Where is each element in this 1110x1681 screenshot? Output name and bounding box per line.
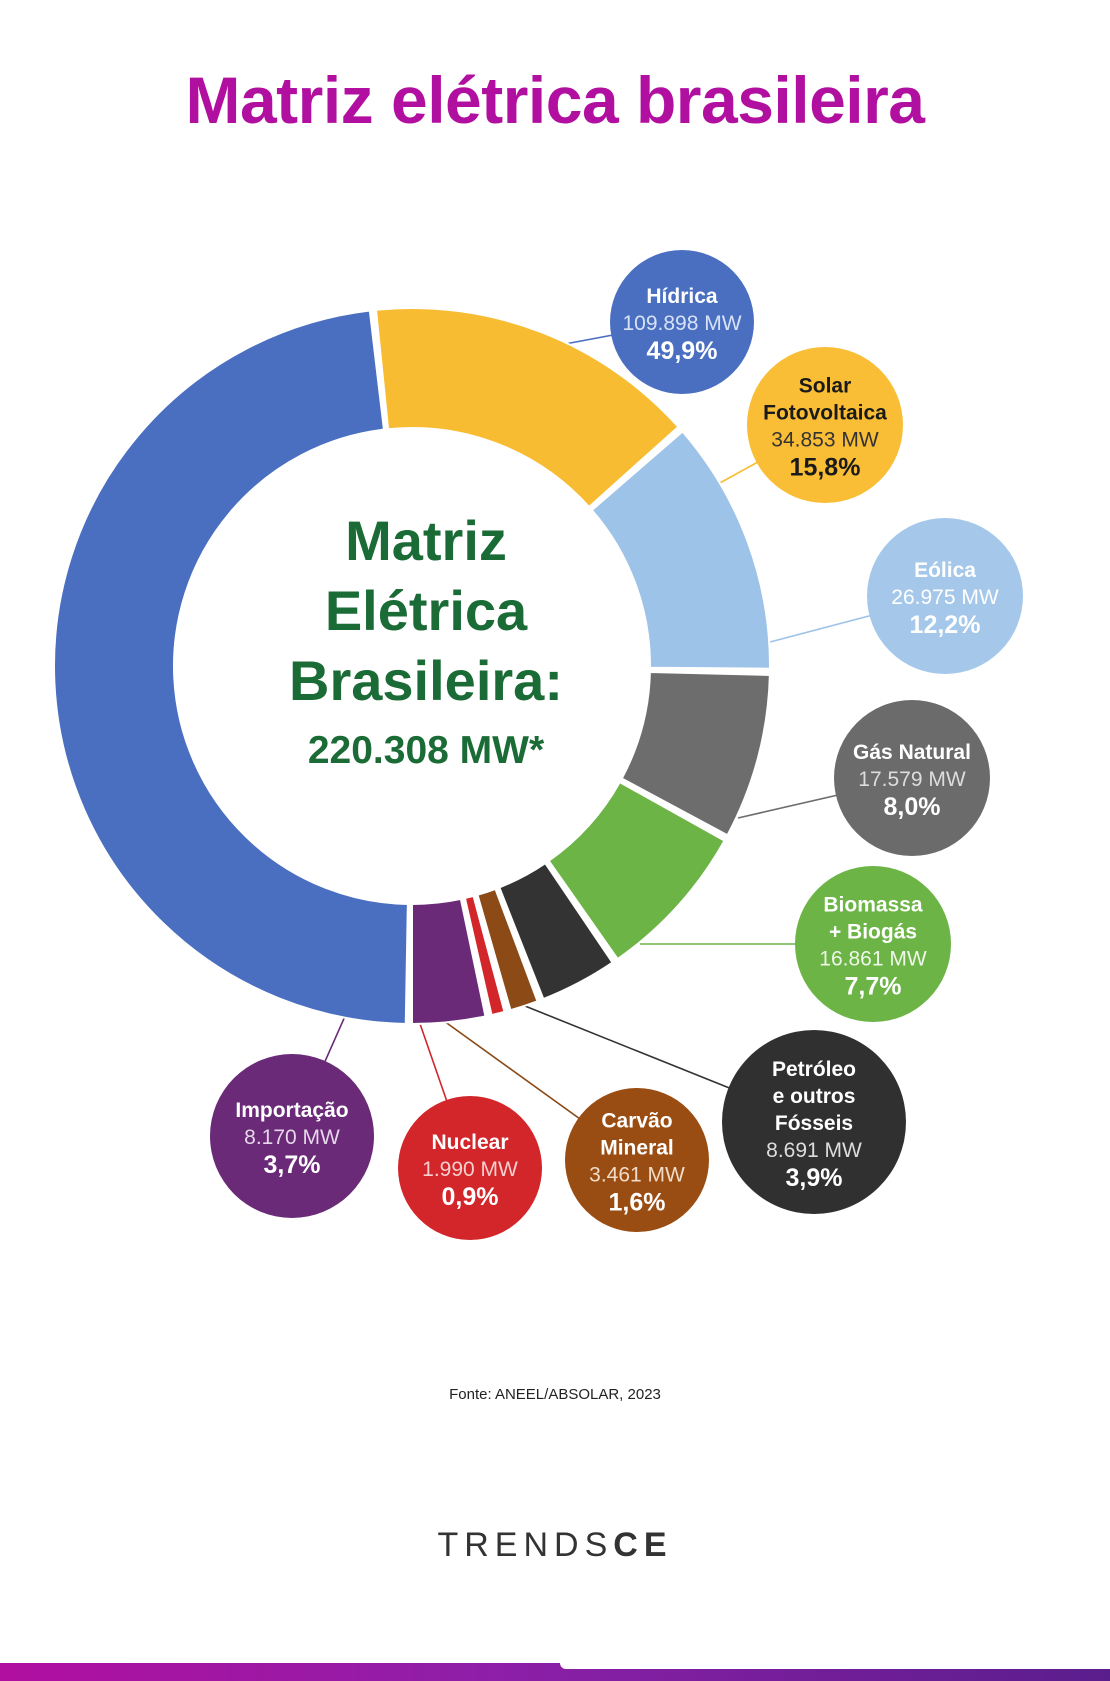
label-name-5-2: + Biogás [829, 921, 917, 944]
center-title-line-3: Brasileira: [289, 649, 563, 712]
footer-bar-notch [560, 1663, 1110, 1669]
label-bubble-circle-2 [747, 347, 903, 503]
label-name-7-1: Carvão [601, 1110, 672, 1133]
label-mw-6: 8.691 MW [766, 1139, 862, 1162]
label-mw-3: 26.975 MW [891, 586, 999, 609]
label-bubble-circle-1 [610, 250, 754, 394]
donut-slices [53, 307, 771, 1026]
donut-slice-9 [411, 897, 487, 1026]
label-mw-8: 1.990 MW [422, 1158, 518, 1181]
brand-logo-part2: CE [613, 1526, 673, 1564]
donut-slice-3 [590, 430, 771, 670]
label-pct-6: 3,9% [786, 1164, 843, 1192]
label-mw-2: 34.853 MW [771, 429, 879, 452]
brand-logo-part1: TRENDS [437, 1526, 614, 1564]
label-bubble-circle-6 [722, 1030, 906, 1214]
label-name-6-2: e outros [773, 1085, 856, 1108]
label-pct-9: 3,7% [264, 1151, 321, 1179]
label-bubble-6: Petróleo e outros Fósseis 8.691 MW3,9% [722, 1030, 906, 1214]
donut-slice-6 [498, 861, 614, 1001]
label-name-2-2: Fotovoltaica [763, 402, 887, 425]
label-bubble-circle-3 [867, 518, 1023, 674]
label-bubble-circle-8 [398, 1096, 542, 1240]
label-bubble-4: Gás Natural 17.579 MW8,0% [834, 700, 990, 856]
label-mw-9: 8.170 MW [244, 1126, 340, 1149]
label-bubble-circle-4 [834, 700, 990, 856]
label-name-4-1: Gás Natural [853, 741, 971, 764]
center-title-line-2: Elétrica [325, 579, 528, 642]
label-pct-8: 0,9% [442, 1183, 499, 1211]
label-mw-4: 17.579 MW [858, 768, 966, 791]
label-mw-7: 3.461 MW [589, 1164, 685, 1187]
label-pct-2: 15,8% [790, 454, 861, 482]
label-name-6-1: Petróleo [772, 1058, 856, 1081]
donut-slice-1 [53, 309, 409, 1025]
label-name-8-1: Nuclear [431, 1131, 508, 1154]
label-pct-4: 8,0% [884, 793, 941, 821]
label-mw-5: 16.861 MW [819, 948, 927, 971]
label-bubble-9: Importação 8.170 MW3,7% [210, 1054, 374, 1218]
label-mw-1: 109.898 MW [622, 312, 741, 335]
label-name-6-3: Fósseis [775, 1112, 853, 1135]
donut-slice-2 [374, 307, 680, 509]
label-bubble-circle-7 [565, 1088, 709, 1232]
label-name-2-1: Solar [799, 375, 852, 398]
label-bubble-7: Carvão Mineral 3.461 MW1,6% [565, 1088, 709, 1232]
brand-logo: TRENDSCE [0, 1526, 1110, 1565]
label-pct-7: 1,6% [609, 1189, 666, 1217]
label-name-7-2: Mineral [600, 1137, 674, 1160]
label-bubble-circle-5 [795, 866, 951, 1022]
center-total: 220.308 MW* [308, 729, 545, 772]
center-title-line-1: Matriz [345, 509, 507, 572]
label-bubble-8: Nuclear 1.990 MW0,9% [398, 1096, 542, 1240]
donut-slice-8 [463, 894, 506, 1017]
label-name-1-1: Hídrica [646, 285, 718, 308]
label-pct-3: 12,2% [910, 611, 981, 639]
label-bubble-5: Biomassa + Biogás 16.861 MW7,7% [795, 866, 951, 1022]
label-name-5-1: Biomassa [823, 894, 923, 917]
label-bubble-circle-9 [210, 1054, 374, 1218]
donut-slice-5 [547, 780, 726, 961]
donut-slice-4 [620, 670, 771, 837]
page-title: Matriz elétrica brasileira [185, 63, 925, 137]
donut-slice-7 [476, 887, 539, 1012]
label-pct-5: 7,7% [845, 973, 902, 1001]
label-name-9-1: Importação [235, 1099, 348, 1122]
source-note: Fonte: ANEEL/ABSOLAR, 2023 [449, 1386, 661, 1403]
label-name-3-1: Eólica [914, 559, 976, 582]
label-pct-1: 49,9% [647, 337, 718, 365]
center-label: Matriz Elétrica Brasileira: 220.308 MW* [289, 509, 563, 772]
